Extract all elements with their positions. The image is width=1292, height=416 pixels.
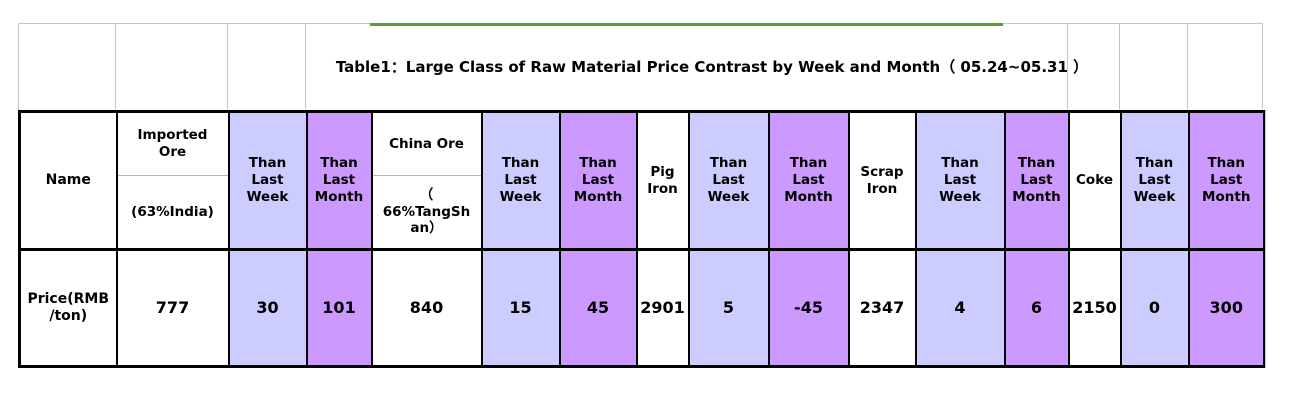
- sheet-gridline-v: [18, 23, 19, 110]
- week-diff-china-ore: 15: [480, 248, 560, 367]
- table-title: Table1：Large Class of Raw Material Price…: [335, 58, 1089, 76]
- price-row-label: Price(RMB /ton): [18, 248, 117, 367]
- header-scrap-iron: Scrap Iron: [847, 111, 916, 250]
- header-row-bottom: (63%India) （ 66%TangSh an）: [20, 175, 1265, 250]
- header-than-week-imported: Than Last Week: [227, 111, 307, 250]
- month-diff-pig-iron: -45: [767, 248, 849, 367]
- sheet-gridline-v: [1119, 23, 1120, 110]
- week-diff-imported-ore: 30: [227, 248, 307, 367]
- sheet-gridline-right: [1265, 110, 1266, 368]
- header-than-week-coke: Than Last Week: [1119, 111, 1189, 250]
- price-row: Price(RMB /ton) 777 30 101 840 15 45 290…: [18, 248, 1265, 367]
- price-table-wrapper: Name Imported Ore Than Last Week Than La…: [18, 110, 1266, 368]
- header-than-month-china: Than Last Month: [558, 111, 637, 250]
- header-imported-ore-spec: (63%India): [115, 175, 229, 250]
- header-than-month-coke: Than Last Month: [1187, 111, 1265, 250]
- header-pig-iron: Pig Iron: [635, 111, 689, 250]
- month-diff-scrap-iron: 6: [1003, 248, 1069, 367]
- sheet-gridline-v: [1187, 23, 1188, 110]
- header-than-week-scrap-iron: Than Last Week: [914, 111, 1005, 250]
- header-than-month-pig-iron: Than Last Month: [767, 111, 849, 250]
- price-table: Name Imported Ore Than Last Week Than La…: [18, 110, 1266, 368]
- sheet-gridline-v: [115, 23, 116, 110]
- week-diff-pig-iron: 5: [687, 248, 769, 367]
- header-than-month-scrap-iron: Than Last Month: [1003, 111, 1069, 250]
- sheet-gridline-v: [305, 23, 306, 110]
- price-imported-ore: 777: [115, 248, 229, 367]
- green-accent-line: [370, 23, 1003, 26]
- title-band: Table1：Large Class of Raw Material Price…: [18, 23, 1263, 110]
- sheet-gridline-v: [1067, 23, 1068, 110]
- header-than-week-pig-iron: Than Last Week: [687, 111, 769, 250]
- header-china-ore: China Ore: [370, 111, 482, 176]
- header-imported-ore: Imported Ore: [115, 111, 229, 176]
- price-scrap-iron: 2347: [847, 248, 916, 367]
- sheet-gridline-v: [1262, 23, 1263, 110]
- month-diff-imported-ore: 101: [305, 248, 372, 367]
- week-diff-scrap-iron: 4: [914, 248, 1005, 367]
- week-diff-coke: 0: [1119, 248, 1189, 367]
- header-name: Name: [18, 111, 117, 250]
- month-diff-china-ore: 45: [558, 248, 637, 367]
- price-coke: 2150: [1067, 248, 1121, 367]
- header-coke: Coke: [1067, 111, 1121, 250]
- sheet-gridline-v: [227, 23, 228, 110]
- month-diff-coke: 300: [1187, 248, 1265, 367]
- header-than-month-imported: Than Last Month: [305, 111, 372, 250]
- price-pig-iron: 2901: [635, 248, 689, 367]
- header-than-week-china: Than Last Week: [480, 111, 560, 250]
- price-china-ore: 840: [370, 248, 482, 367]
- header-china-ore-spec: （ 66%TangSh an）: [370, 175, 482, 250]
- header-row-top: Name Imported Ore Than Last Week Than La…: [18, 111, 1265, 250]
